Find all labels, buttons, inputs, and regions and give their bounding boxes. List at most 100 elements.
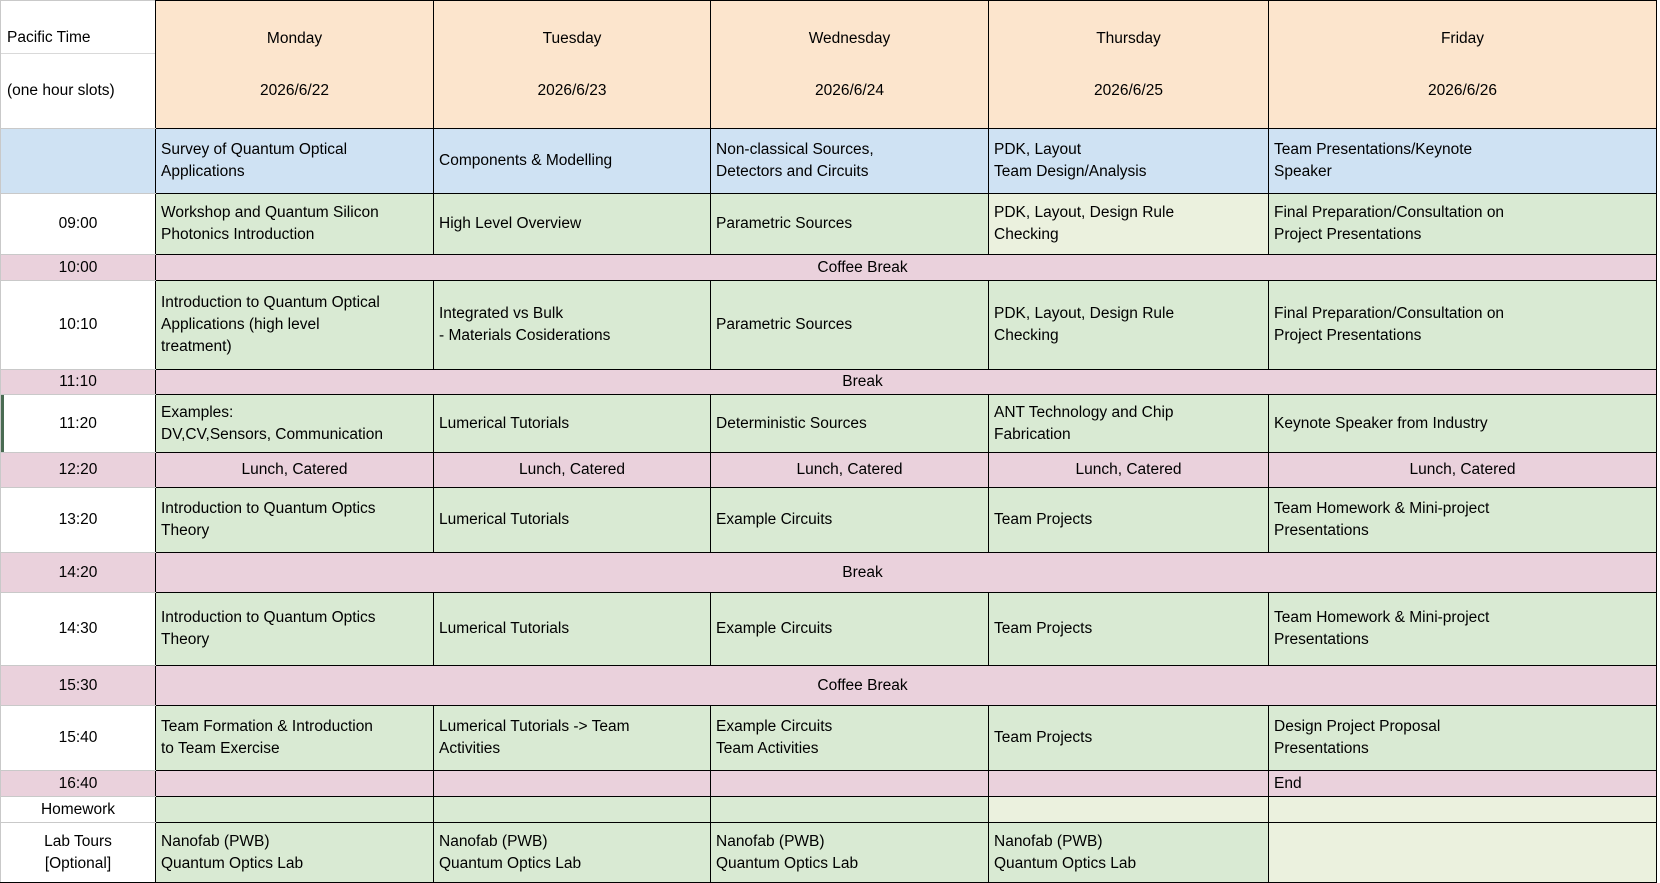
- cell-monday-1320[interactable]: Introduction to Quantum Optics Theory: [155, 487, 434, 553]
- time-cell-1430[interactable]: 14:30: [0, 592, 156, 666]
- time-cell-1000[interactable]: 10:00: [0, 254, 156, 281]
- row-1420: 14:20 Break: [0, 552, 1657, 593]
- cell-friday-1320[interactable]: Team Homework & Mini-project Presentatio…: [1268, 487, 1657, 553]
- cell-monday-1540[interactable]: Team Formation & Introduction to Team Ex…: [155, 705, 434, 771]
- cell-monday-1120[interactable]: Examples: DV,CV,Sensors, Communication: [155, 394, 434, 453]
- cell-thursday-1320[interactable]: Team Projects: [988, 487, 1269, 553]
- cell-wednesday-1640[interactable]: [710, 770, 989, 797]
- cell-friday-homework[interactable]: [1268, 796, 1657, 823]
- day-header-tuesday[interactable]: Tuesday 2026/6/23: [433, 0, 711, 129]
- cell-wednesday-1540[interactable]: Example Circuits Team Activities: [710, 705, 989, 771]
- cell-friday-1430[interactable]: Team Homework & Mini-project Presentatio…: [1268, 592, 1657, 666]
- time-cell-1640[interactable]: 16:40: [0, 770, 156, 797]
- cell-tuesday-1120[interactable]: Lumerical Tutorials: [433, 394, 711, 453]
- cell-thursday-1010[interactable]: PDK, Layout, Design Rule Checking: [988, 280, 1269, 370]
- row-1430: 14:30 Introduction to Quantum Optics The…: [0, 592, 1657, 666]
- time-cell-1530[interactable]: 15:30: [0, 665, 156, 706]
- row-1220: 12:20 Lunch, Catered Lunch, Catered Lunc…: [0, 452, 1657, 488]
- row-1120: 11:20 Examples: DV,CV,Sensors, Communica…: [0, 394, 1657, 453]
- cell-monday-lab-tours[interactable]: Nanofab (PWB) Quantum Optics Lab: [155, 822, 434, 883]
- cell-tuesday-theme[interactable]: Components & Modelling: [433, 128, 711, 194]
- band-coffee-break-1000[interactable]: Coffee Break: [155, 254, 1657, 281]
- cell-wednesday-1120[interactable]: Deterministic Sources: [710, 394, 989, 453]
- time-cell-lab-tours[interactable]: Lab Tours [Optional]: [0, 822, 156, 883]
- day-name: Wednesday: [808, 29, 891, 47]
- slots-label: (one hour slots): [7, 82, 115, 99]
- cell-tuesday-1010[interactable]: Integrated vs Bulk - Materials Cosiderat…: [433, 280, 711, 370]
- cell-monday-homework[interactable]: [155, 796, 434, 823]
- cell-tuesday-0900[interactable]: High Level Overview: [433, 193, 711, 255]
- band-break-1110[interactable]: Break: [155, 369, 1657, 395]
- cell-friday-1540[interactable]: Design Project Proposal Presentations: [1268, 705, 1657, 771]
- cell-monday-1640[interactable]: [155, 770, 434, 797]
- cell-thursday-1640[interactable]: [988, 770, 1269, 797]
- row-lab-tours: Lab Tours [Optional] Nanofab (PWB) Quant…: [0, 822, 1657, 883]
- row-1010: 10:10 Introduction to Quantum Optical Ap…: [0, 280, 1657, 370]
- cell-friday-lab-tours[interactable]: [1268, 822, 1657, 883]
- cell-thursday-lunch[interactable]: Lunch, Catered: [988, 452, 1269, 488]
- cell-monday-lunch[interactable]: Lunch, Catered: [155, 452, 434, 488]
- time-cell-0900[interactable]: 09:00: [0, 193, 156, 255]
- cell-monday-theme[interactable]: Survey of Quantum Optical Applications: [155, 128, 434, 194]
- cell-thursday-0900[interactable]: PDK, Layout, Design Rule Checking: [988, 193, 1269, 255]
- cell-wednesday-1430[interactable]: Example Circuits: [710, 592, 989, 666]
- cell-tuesday-1640[interactable]: [433, 770, 711, 797]
- day-name: Thursday: [1096, 29, 1161, 47]
- cell-wednesday-lab-tours[interactable]: Nanofab (PWB) Quantum Optics Lab: [710, 822, 989, 883]
- cell-wednesday-1010[interactable]: Parametric Sources: [710, 280, 989, 370]
- band-break-1420[interactable]: Break: [155, 552, 1657, 593]
- row-homework: Homework: [0, 796, 1657, 823]
- day-header-friday[interactable]: Friday 2026/6/26: [1268, 0, 1657, 129]
- cell-tuesday-1540[interactable]: Lumerical Tutorials -> Team Activities: [433, 705, 711, 771]
- cell-thursday-lab-tours[interactable]: Nanofab (PWB) Quantum Optics Lab: [988, 822, 1269, 883]
- cell-friday-1120[interactable]: Keynote Speaker from Industry: [1268, 394, 1657, 453]
- cell-thursday-1120[interactable]: ANT Technology and Chip Fabrication: [988, 394, 1269, 453]
- band-coffee-break-1530[interactable]: Coffee Break: [155, 665, 1657, 706]
- cell-thursday-theme[interactable]: PDK, Layout Team Design/Analysis: [988, 128, 1269, 194]
- cell-thursday-homework[interactable]: [988, 796, 1269, 823]
- cell-wednesday-1320[interactable]: Example Circuits: [710, 487, 989, 553]
- time-column-header[interactable]: Pacific Time (one hour slots): [0, 0, 156, 129]
- time-cell-1110[interactable]: 11:10: [0, 369, 156, 395]
- cell-tuesday-lunch[interactable]: Lunch, Catered: [433, 452, 711, 488]
- time-cell-1320[interactable]: 13:20: [0, 487, 156, 553]
- cell-friday-0900[interactable]: Final Preparation/Consultation on Projec…: [1268, 193, 1657, 255]
- cell-friday-theme[interactable]: Team Presentations/Keynote Speaker: [1268, 128, 1657, 194]
- timezone-label: Pacific Time: [1, 23, 155, 54]
- cell-thursday-1430[interactable]: Team Projects: [988, 592, 1269, 666]
- time-cell-1010[interactable]: 10:10: [0, 280, 156, 370]
- cell-monday-1010[interactable]: Introduction to Quantum Optical Applicat…: [155, 280, 434, 370]
- cell-monday-1430[interactable]: Introduction to Quantum Optics Theory: [155, 592, 434, 666]
- cell-friday-1640[interactable]: End: [1268, 770, 1657, 797]
- cell-friday-lunch[interactable]: Lunch, Catered: [1268, 452, 1657, 488]
- day-header-thursday[interactable]: Thursday 2026/6/25: [988, 0, 1269, 129]
- day-date: 2026/6/24: [815, 81, 884, 99]
- day-header-monday[interactable]: Monday 2026/6/22: [155, 0, 434, 129]
- cell-wednesday-lunch[interactable]: Lunch, Catered: [710, 452, 989, 488]
- time-cell-1420[interactable]: 14:20: [0, 552, 156, 593]
- cell-thursday-1540[interactable]: Team Projects: [988, 705, 1269, 771]
- time-cell-1120[interactable]: 11:20: [0, 394, 156, 453]
- header-row: Pacific Time (one hour slots) Monday 202…: [0, 0, 1657, 129]
- cell-monday-0900[interactable]: Workshop and Quantum Silicon Photonics I…: [155, 193, 434, 255]
- day-date: 2026/6/23: [537, 81, 607, 99]
- cell-wednesday-homework[interactable]: [710, 796, 989, 823]
- cell-wednesday-0900[interactable]: Parametric Sources: [710, 193, 989, 255]
- time-cell-1540[interactable]: 15:40: [0, 705, 156, 771]
- time-cell-1220[interactable]: 12:20: [0, 452, 156, 488]
- cell-friday-1010[interactable]: Final Preparation/Consultation on Projec…: [1268, 280, 1657, 370]
- row-1640: 16:40 End: [0, 770, 1657, 797]
- cell-tuesday-1430[interactable]: Lumerical Tutorials: [433, 592, 711, 666]
- cell-tuesday-1320[interactable]: Lumerical Tutorials: [433, 487, 711, 553]
- row-1110: 11:10 Break: [0, 369, 1657, 395]
- cell-tuesday-homework[interactable]: [433, 796, 711, 823]
- cell-wednesday-theme[interactable]: Non-classical Sources, Detectors and Cir…: [710, 128, 989, 194]
- theme-row: Survey of Quantum Optical Applications C…: [0, 128, 1657, 194]
- row-0900: 09:00 Workshop and Quantum Silicon Photo…: [0, 193, 1657, 255]
- day-name: Friday: [1440, 29, 1485, 47]
- time-cell-homework[interactable]: Homework: [0, 796, 156, 823]
- day-header-wednesday[interactable]: Wednesday 2026/6/24: [710, 0, 989, 129]
- cell-tuesday-lab-tours[interactable]: Nanofab (PWB) Quantum Optics Lab: [433, 822, 711, 883]
- time-cell-theme[interactable]: [0, 128, 156, 194]
